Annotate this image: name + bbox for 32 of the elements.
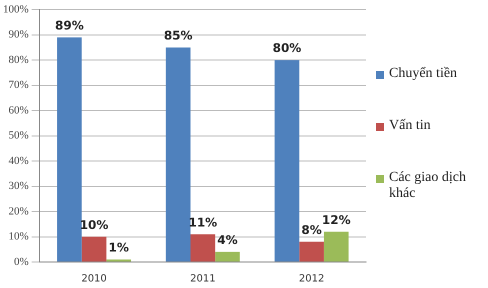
bar: [299, 242, 324, 262]
x-tick-label: 2011: [190, 274, 216, 285]
legend-label: Các giao dịch khác: [389, 170, 467, 202]
y-tick-label: 10%: [8, 230, 29, 243]
y-tick-label: 0%: [14, 256, 29, 268]
data-label: 8%: [301, 222, 322, 237]
data-label: 12%: [322, 212, 351, 227]
y-tick-label: 90%: [8, 28, 29, 41]
bar: [274, 60, 300, 262]
data-label: 80%: [272, 41, 302, 56]
y-tick-label: 20%: [8, 205, 29, 218]
y-tick-label: 80%: [8, 54, 29, 66]
bar: [324, 232, 349, 262]
bar: [190, 234, 216, 262]
bar: [215, 252, 240, 262]
bar: [82, 236, 106, 262]
x-tick-label: 2010: [81, 274, 107, 285]
x-tick-label: 2012: [298, 274, 324, 285]
y-tick-label: 40%: [8, 154, 29, 167]
bar: [166, 47, 191, 262]
y-tick-label: 70%: [8, 79, 29, 92]
data-label: 85%: [164, 28, 193, 43]
y-tick-label: 60%: [8, 104, 29, 116]
data-label: 89%: [55, 18, 84, 32]
legend-label: Chuyển tiền: [389, 66, 458, 82]
y-tick-label: 30%: [8, 180, 29, 192]
data-label: 4%: [217, 233, 238, 248]
data-label: 1%: [108, 240, 129, 255]
bar: [57, 37, 82, 262]
y-tick-label: 100%: [2, 3, 29, 16]
y-tick-label: 50%: [8, 130, 29, 142]
legend-label: Vấn tin: [389, 118, 431, 134]
